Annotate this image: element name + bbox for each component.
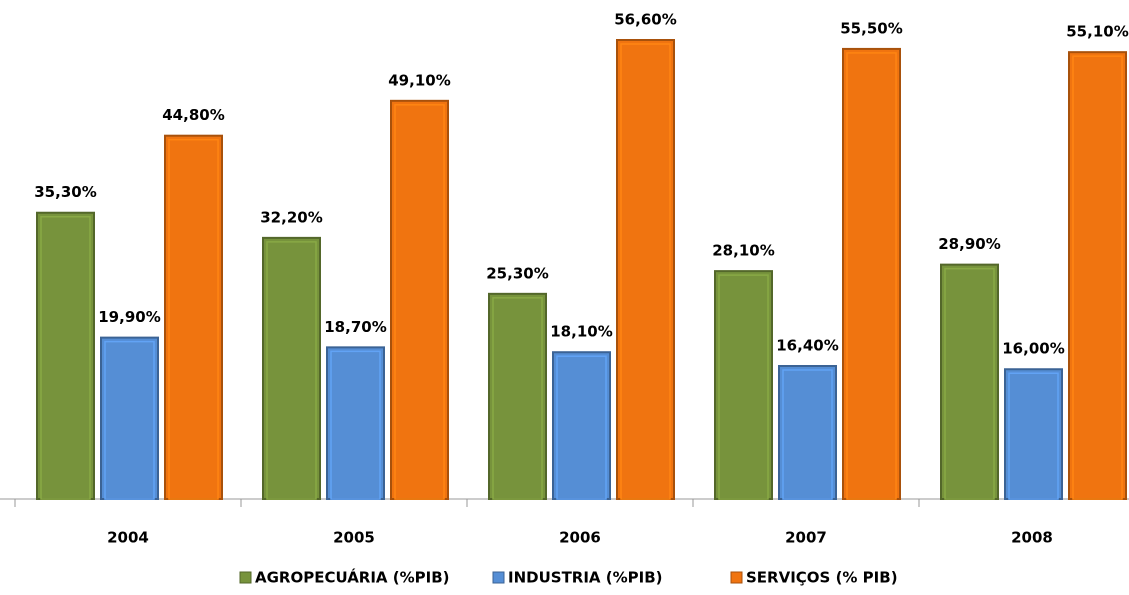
bar (36, 211, 95, 500)
x-tick-label: 2004 (107, 529, 149, 547)
bar-bevel (782, 369, 833, 500)
data-label: 55,50% (840, 19, 902, 37)
bar (778, 365, 837, 500)
bar (714, 270, 773, 501)
legend-label: SERVIÇOS (% PIB) (746, 569, 898, 587)
data-label: 35,30% (34, 183, 96, 201)
bar-bevel (492, 297, 543, 500)
bar (1004, 368, 1063, 500)
data-label: 32,20% (260, 208, 322, 226)
data-label: 18,10% (550, 323, 612, 341)
bar-bevel (718, 274, 769, 500)
bar (100, 336, 159, 500)
bar (390, 99, 449, 500)
bar (1068, 51, 1127, 501)
bar (164, 134, 223, 501)
bar-bevel (620, 43, 671, 500)
bar-bevel (1008, 372, 1059, 500)
bar-bevel (1072, 55, 1123, 500)
bar-bevel (104, 340, 155, 500)
data-label: 25,30% (486, 264, 548, 282)
legend-marker (730, 571, 743, 584)
data-label: 16,40% (776, 337, 838, 355)
bar (616, 39, 675, 500)
bar-bevel (394, 104, 445, 500)
bar (552, 351, 611, 500)
bar (940, 263, 999, 500)
data-label: 19,90% (98, 308, 160, 326)
bar-bevel (330, 350, 381, 500)
bar-bevel (168, 138, 219, 500)
legend-label: INDUSTRIA (%PIB) (508, 569, 663, 587)
data-label: 16,00% (1002, 340, 1064, 358)
bar-bevel (944, 267, 995, 500)
data-label: 18,70% (324, 318, 386, 336)
data-label: 49,10% (388, 71, 450, 89)
data-label: 55,10% (1066, 23, 1128, 41)
x-tick-label: 2006 (559, 529, 601, 547)
x-tick-label: 2008 (1011, 529, 1053, 547)
bar-bevel (266, 241, 317, 500)
x-tick-label: 2007 (785, 529, 827, 547)
data-label: 44,80% (162, 106, 224, 124)
bar-bevel (40, 215, 91, 500)
bar (326, 346, 385, 500)
bar (488, 292, 547, 500)
legend-marker (239, 571, 252, 584)
bar-bevel (556, 355, 607, 500)
legend-marker (492, 571, 505, 584)
legend-label: AGROPECUÁRIA (%PIB) (255, 568, 450, 587)
data-label: 28,90% (938, 235, 1000, 253)
bar (262, 236, 321, 500)
data-label: 28,10% (712, 242, 774, 260)
bar (842, 47, 901, 500)
data-label: 56,60% (614, 11, 676, 29)
x-tick-label: 2005 (333, 529, 375, 547)
bar-bevel (846, 52, 897, 500)
